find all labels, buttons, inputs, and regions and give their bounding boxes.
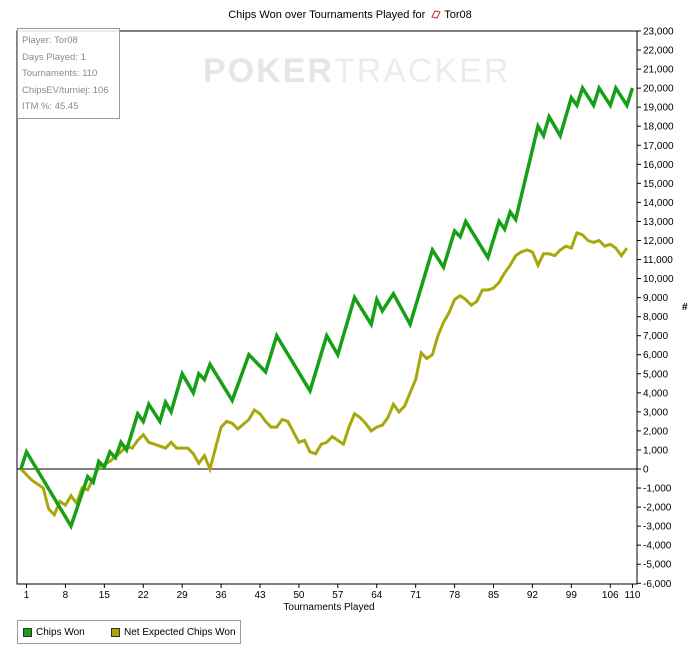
y-tick-label: -2,000 xyxy=(643,503,672,514)
legend-item-net-expected[interactable]: Net Expected Chips Won xyxy=(111,627,236,638)
y-tick-label: 9,000 xyxy=(643,293,668,304)
stat-chipsev: ChipsEV/turniej: 106 xyxy=(22,84,109,96)
legend-swatch-net-expected xyxy=(111,628,120,637)
legend-label-net-expected: Net Expected Chips Won xyxy=(124,627,236,638)
y-tick-label: 20,000 xyxy=(643,84,674,95)
y-tick-label: 15,000 xyxy=(643,179,674,190)
y-tick-label: -5,000 xyxy=(643,560,672,571)
y-tick-label: 12,000 xyxy=(643,236,674,247)
series-line-net-expected-chips-won xyxy=(19,231,629,518)
pokertracker-watermark-logo: POKERTRACKER xyxy=(203,52,510,91)
chart-axes: 23,00022,00021,00020,00019,00018,00017,0… xyxy=(16,27,674,601)
y-tick-label: 1,000 xyxy=(643,445,668,456)
y-tick-label: 11,000 xyxy=(643,255,673,266)
y-tick-label: -4,000 xyxy=(643,541,672,552)
series-line-chips-won xyxy=(19,84,635,531)
x-tick-label: 106 xyxy=(602,590,619,601)
x-tick-label: 36 xyxy=(216,590,228,601)
x-tick-label: 8 xyxy=(63,590,69,601)
poker-chip-icon xyxy=(431,10,442,19)
x-tick-label: 57 xyxy=(332,590,344,601)
y-tick-label: 22,000 xyxy=(643,46,674,57)
y-tick-label: 2,000 xyxy=(643,426,668,437)
chart-legend: Chips Won Net Expected Chips Won xyxy=(17,620,241,644)
y-tick-label: 18,000 xyxy=(643,122,674,133)
x-tick-label: 43 xyxy=(254,590,266,601)
watermark-part1: POKER xyxy=(203,52,334,90)
stat-tournaments: Tournaments: 110 xyxy=(22,68,98,79)
y-tick-label: 3,000 xyxy=(643,407,668,418)
y-tick-label: 5,000 xyxy=(643,369,668,380)
chart-title-text: Chips Won over Tournaments Played for xyxy=(228,9,426,21)
x-axis-label: Tournaments Played xyxy=(283,602,375,613)
y-tick-label: 7,000 xyxy=(643,331,668,342)
y-tick-label: 16,000 xyxy=(643,160,674,171)
y-tick-label: 6,000 xyxy=(643,350,668,361)
y-tick-label: 13,000 xyxy=(643,217,674,228)
y-tick-label: 14,000 xyxy=(643,198,674,209)
x-tick-label: 15 xyxy=(99,590,111,601)
legend-label-chips-won: Chips Won xyxy=(36,627,85,638)
y-tick-label: 17,000 xyxy=(643,141,674,152)
stat-itm: ITM %: 45.45 xyxy=(22,101,79,112)
x-tick-label: 1 xyxy=(24,590,30,601)
y-tick-label: 23,000 xyxy=(643,27,674,38)
stat-player: Player: Tor08 xyxy=(22,35,78,46)
x-tick-label: 85 xyxy=(488,590,500,601)
x-tick-label: 71 xyxy=(410,590,422,601)
y-tick-label: -6,000 xyxy=(643,579,672,590)
y-tick-label: 0 xyxy=(643,465,649,476)
legend-swatch-chips-won xyxy=(23,628,32,637)
chart-title: Chips Won over Tournaments Played for To… xyxy=(0,9,700,21)
legend-item-chips-won[interactable]: Chips Won xyxy=(23,627,85,638)
y-tick-label: 21,000 xyxy=(643,65,674,76)
player-stats-box: Player: Tor08 Days Played: 1 Tournaments… xyxy=(17,28,120,119)
x-tick-label: 110 xyxy=(625,590,641,601)
chart-series xyxy=(19,84,635,531)
x-tick-label: 99 xyxy=(566,590,578,601)
x-tick-label: 64 xyxy=(371,590,383,601)
y-tick-label: -1,000 xyxy=(643,484,672,495)
y-axis-label: # xyxy=(682,302,688,313)
watermark-part2: TRACKER xyxy=(333,52,511,90)
x-tick-label: 50 xyxy=(293,590,305,601)
y-tick-label: 10,000 xyxy=(643,274,674,285)
y-tick-label: -3,000 xyxy=(643,522,672,533)
y-tick-label: 19,000 xyxy=(643,103,674,114)
x-tick-label: 78 xyxy=(449,590,461,601)
y-tick-label: 8,000 xyxy=(643,312,668,323)
x-tick-label: 92 xyxy=(527,590,539,601)
x-tick-label: 22 xyxy=(138,590,150,601)
plot-frame xyxy=(16,30,638,585)
stat-days-played: Days Played: 1 xyxy=(22,51,86,63)
x-tick-label: 29 xyxy=(177,590,189,601)
chart-title-player: Tor08 xyxy=(444,9,472,21)
y-tick-label: 4,000 xyxy=(643,388,668,399)
